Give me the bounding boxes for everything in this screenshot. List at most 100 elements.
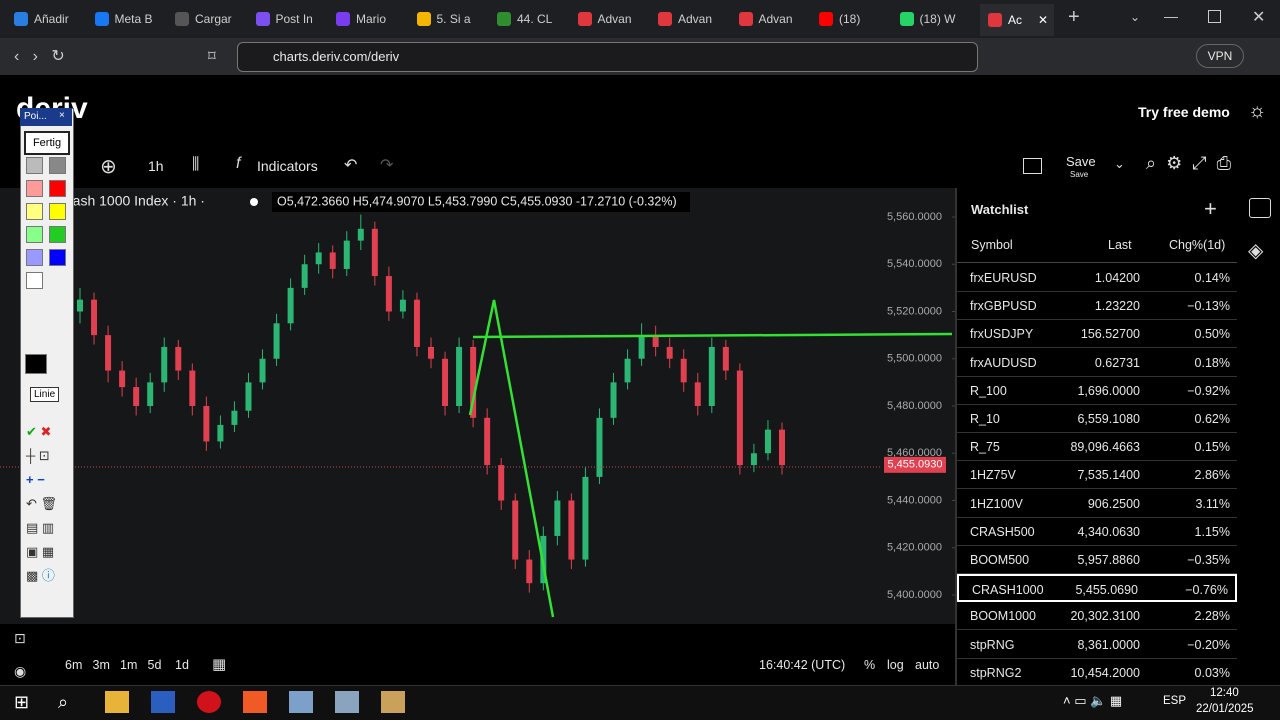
watchlist-row[interactable]: CRASH500 4,340.0630 1.15% <box>957 518 1237 546</box>
log-toggle[interactable]: log <box>887 658 904 672</box>
undo[interactable]: ↶ <box>344 157 358 174</box>
swatch[interactable] <box>49 249 66 266</box>
period[interactable]: 6m <box>65 658 83 672</box>
watchlist-row[interactable]: R_10 6,559.1080 0.62% <box>957 405 1237 433</box>
symbol: 1HZ75V <box>970 468 1016 483</box>
column-header[interactable]: Symbol <box>971 238 1013 252</box>
watchlist-row[interactable]: BOOM1000 20,302.3100 2.28% <box>957 602 1237 631</box>
theme-toggle[interactable]: ☼ <box>1248 100 1267 122</box>
tab[interactable]: Advan <box>577 6 656 32</box>
search[interactable]: ⌕ <box>58 692 69 712</box>
paint-done[interactable]: Fertig <box>24 131 70 155</box>
candle-body <box>77 299 83 312</box>
swatch[interactable] <box>49 157 66 174</box>
tab[interactable]: Advan <box>658 6 736 32</box>
tab-menu[interactable]: ⌄ <box>1130 10 1141 24</box>
period[interactable]: 3m <box>92 658 110 672</box>
swatch[interactable] <box>26 249 43 266</box>
try-demo[interactable]: Try free demo <box>1138 104 1230 120</box>
watchlist-row[interactable]: 1HZ75V 7,535.1400 2.86% <box>957 461 1237 490</box>
tab[interactable]: Cargar <box>175 6 253 32</box>
swatch[interactable] <box>49 180 66 197</box>
date-picker[interactable]: ▦ <box>212 656 227 673</box>
period[interactable]: 1d <box>175 658 189 672</box>
language[interactable]: ESP <box>1163 695 1187 707</box>
taskbar-apps[interactable] <box>105 691 405 713</box>
column-header[interactable]: Last <box>1108 238 1132 252</box>
tab[interactable]: (18) <box>819 6 897 32</box>
column-header[interactable]: Chg%(1d) <box>1169 238 1226 252</box>
watchlist-row[interactable]: 1HZ100V 906.2500 3.11% <box>957 490 1237 518</box>
address-box[interactable] <box>237 42 978 72</box>
period[interactable]: 1m <box>120 658 138 672</box>
percent-toggle[interactable]: % <box>864 658 876 672</box>
toolbar-icons[interactable]: ⌕ ⚙ ⤢ ⎙ <box>1146 153 1232 173</box>
watchlist-add[interactable]: + <box>1204 196 1217 221</box>
swatch[interactable] <box>49 226 66 243</box>
watchlist-row[interactable]: R_75 89,096.4663 0.15% <box>957 433 1237 462</box>
swatch[interactable] <box>26 226 43 243</box>
tab-close[interactable]: ✕ <box>1037 13 1048 27</box>
period[interactable]: 5d <box>147 658 162 672</box>
tab[interactable]: Ac ✕ <box>980 4 1054 36</box>
side-icons[interactable]: ⊡ ◉ <box>14 630 27 679</box>
last-price: 5,455.0690 <box>1075 583 1138 598</box>
swatch-black[interactable] <box>25 354 47 374</box>
watchlist-row[interactable]: CRASH1000 5,455.0690 −0.76% <box>957 574 1237 603</box>
candle-body <box>203 406 210 442</box>
symbol: stpRNG2 <box>970 665 1022 680</box>
indicators[interactable]: Indicators <box>257 158 318 174</box>
candle-body <box>554 500 561 536</box>
watchlist-row[interactable]: frxGBPUSD 1.23220 −0.13% <box>957 292 1237 321</box>
layers-icon[interactable]: ◈ <box>1248 240 1264 262</box>
auto-toggle[interactable]: auto <box>915 658 940 672</box>
swatch[interactable] <box>26 157 43 174</box>
candle-body <box>750 453 757 466</box>
tab[interactable]: Añadir <box>14 6 92 32</box>
paint-close[interactable]: × <box>59 110 65 121</box>
nav-buttons[interactable]: ‹ › ↻ <box>14 48 65 65</box>
change: 0.18% <box>1194 355 1230 370</box>
tab[interactable]: Mario <box>336 6 414 32</box>
start[interactable]: ⊞ <box>14 692 30 712</box>
new-tab[interactable]: + <box>1068 6 1080 28</box>
candle-body <box>231 410 238 425</box>
watchlist-row[interactable]: BOOM500 5,957.8860 −0.35% <box>957 546 1237 574</box>
tab[interactable]: Post In <box>255 6 334 32</box>
swatch[interactable] <box>26 272 43 289</box>
add-button[interactable]: ⊕ <box>100 156 117 178</box>
bookmark[interactable]: ⌑ <box>208 48 216 65</box>
last-price: 1.23220 <box>1094 299 1140 314</box>
tab[interactable]: Advan <box>738 6 817 32</box>
list-icon[interactable] <box>1249 198 1271 218</box>
interval[interactable]: 1h <box>148 158 164 174</box>
tab[interactable]: 5. Si a <box>416 6 495 32</box>
watchlist-row[interactable]: stpRNG2 10,454.2000 0.03% <box>957 659 1237 687</box>
tab-title: (18) W <box>919 12 956 26</box>
close[interactable]: ✕ <box>1252 9 1266 26</box>
watchlist-row[interactable]: R_100 1,696.0000 −0.92% <box>957 377 1237 405</box>
save[interactable]: Save <box>1066 154 1096 169</box>
current-price-label: 5,455.0930 <box>887 459 942 471</box>
save-menu[interactable]: ⌄ <box>1114 156 1125 171</box>
maximize[interactable] <box>1208 10 1221 23</box>
chart-type[interactable]: ⫼ <box>192 156 200 173</box>
candle-body <box>596 417 603 477</box>
watchlist-row[interactable]: stpRNG 8,361.0000 −0.20% <box>957 631 1237 659</box>
paint-tools[interactable]: ✔ ✖ ┼ ⊡ + − ↶ 🗑 ▤ ▥ ▣ ▦ ▩ ⓘ <box>26 424 58 583</box>
tab[interactable]: 44. CL <box>497 6 575 32</box>
layout-icon[interactable] <box>1023 158 1042 174</box>
swatch[interactable] <box>26 180 43 197</box>
watchlist-title[interactable]: Watchlist <box>971 202 1029 217</box>
tab-icon <box>14 12 28 26</box>
watchlist-row[interactable]: frxAUDUSD 0.62731 0.18% <box>957 349 1237 377</box>
tab[interactable]: (18) W <box>899 6 978 32</box>
tab[interactable]: Meta B <box>94 6 173 32</box>
tray-icons[interactable]: ˄ ▭ 🔈 ▦ <box>1063 693 1123 708</box>
minimize[interactable]: — <box>1164 8 1178 24</box>
watchlist-row[interactable]: frxEURUSD 1.04200 0.14% <box>957 264 1237 292</box>
swatch[interactable] <box>49 203 66 220</box>
swatch[interactable] <box>26 203 43 220</box>
watchlist-row[interactable]: frxUSDJPY 156.52700 0.50% <box>957 320 1237 349</box>
vpn[interactable]: VPN <box>1196 44 1244 68</box>
